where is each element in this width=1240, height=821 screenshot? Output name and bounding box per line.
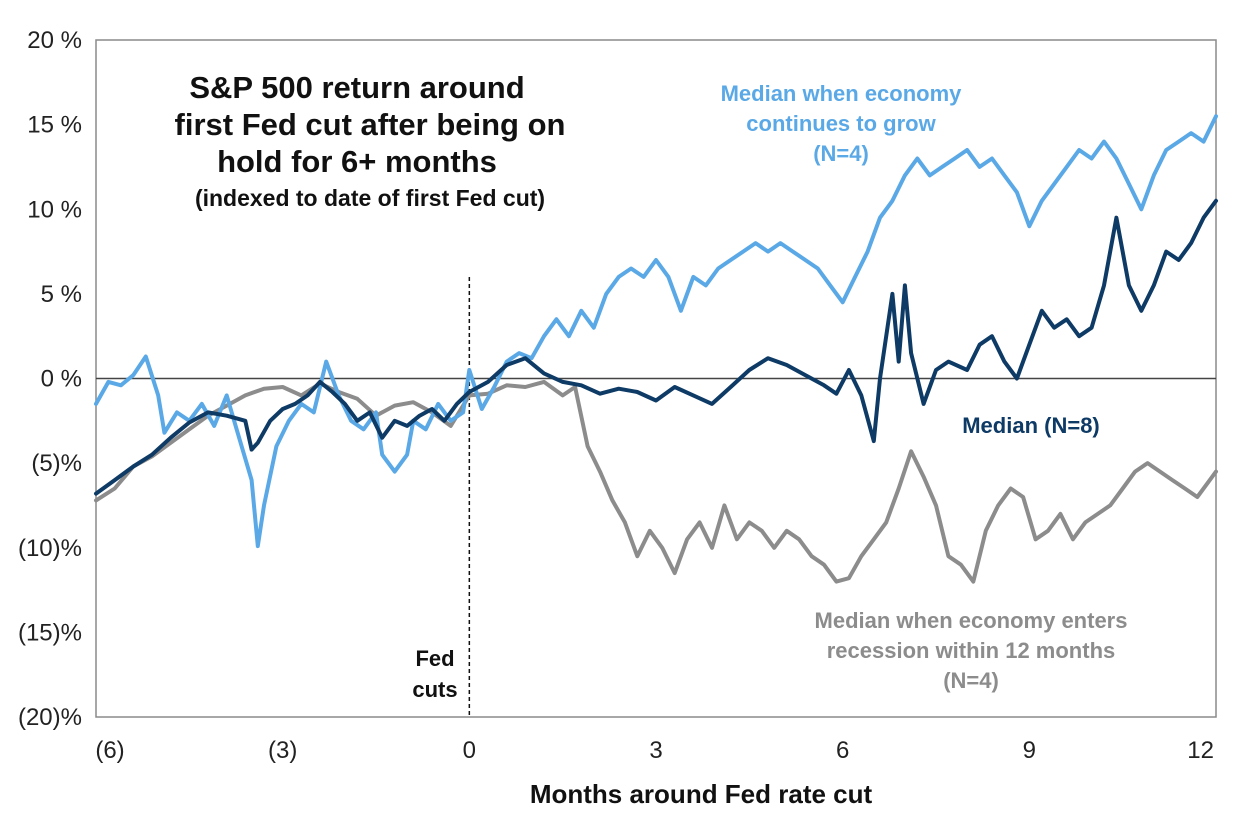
median-label: Median (N=8) [962,413,1100,438]
label-recession-series: Median when economy enters recession wit… [815,608,1128,693]
y-tick-label: (10)% [18,535,82,562]
y-tick-label: (20)% [18,704,82,731]
y-tick-label: 0 % [41,366,82,393]
x-axis-ticks: (6) (3) 0 3 6 9 12 [95,737,1214,764]
title-line-3: hold for 6+ months [217,144,497,179]
series-line-growth [94,114,1218,549]
growth-label-line-2: continues to grow [746,111,936,136]
x-axis-title: Months around Fed rate cut [530,779,873,809]
chart-title: S&P 500 return around first Fed cut afte… [175,70,566,211]
x-tick-label: 9 [1023,737,1036,764]
growth-label-line-1: Median when economy [721,81,963,106]
chart-subtitle: (indexed to date of first Fed cut) [195,185,545,211]
fed-cut-label: Fed cuts [412,646,457,702]
y-tick-label: 10 % [27,196,82,223]
x-tick-label: (3) [268,737,297,764]
fed-cut-label-line-1: Fed [415,646,454,671]
title-line-2: first Fed cut after being on [175,107,566,142]
x-tick-label: 0 [463,737,476,764]
y-tick-label: 5 % [41,281,82,308]
y-tick-label: 15 % [27,112,82,139]
series-lines [94,114,1218,584]
growth-label-line-3: (N=4) [813,141,869,166]
y-tick-label: 20 % [27,27,82,54]
x-tick-label: (6) [95,737,124,764]
x-tick-label: 6 [836,737,849,764]
title-line-1: S&P 500 return around [189,70,524,105]
series-line-median [94,198,1218,496]
recession-label-line-2: recession within 12 months [827,638,1116,663]
x-tick-label: 3 [649,737,662,764]
y-axis-ticks: 20 % 15 % 10 % 5 % 0 % (5)% (10)% (15)% (20)% [18,27,82,731]
recession-label-line-3: (N=4) [943,668,999,693]
label-growth-series: Median when economy continues to grow (N… [721,81,963,166]
x-tick-label: 12 [1187,737,1214,764]
fed-cut-label-line-2: cuts [412,677,457,702]
y-tick-label: (15)% [18,619,82,646]
recession-label-line-1: Median when economy enters [815,608,1128,633]
y-tick-label: (5)% [31,450,82,477]
